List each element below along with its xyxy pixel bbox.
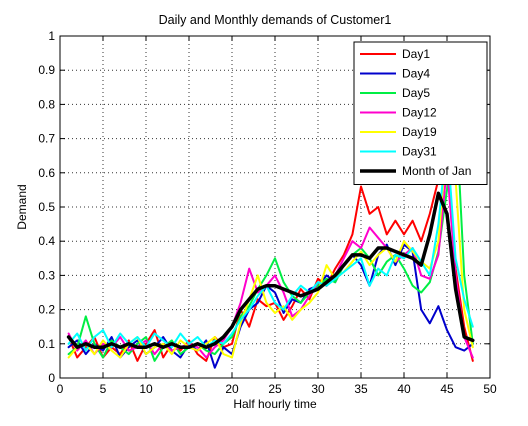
x-tick-label: 20 [225, 382, 239, 396]
y-tick-label: 0.4 [38, 234, 55, 248]
x-tick-label: 40 [397, 382, 411, 396]
y-tick-label: 0.7 [38, 132, 55, 146]
y-tick-label: 0.2 [38, 303, 55, 317]
series-lines [66, 103, 475, 369]
y-tick-label: 1 [48, 29, 55, 43]
x-tick-label: 30 [311, 382, 325, 396]
x-tick-label: 10 [139, 382, 153, 396]
x-tick-label: 50 [483, 382, 497, 396]
x-tick-label: 0 [57, 382, 64, 396]
legend-label: Month of Jan [402, 164, 471, 178]
chart-title: Daily and Monthly demands of Customer1 [159, 13, 392, 27]
y-tick-label: 0.9 [38, 63, 55, 77]
legend-label: Day12 [402, 106, 437, 120]
y-tick-label: 0.3 [38, 268, 55, 282]
legend-label: Day31 [402, 145, 437, 159]
x-tick-label: 15 [182, 382, 196, 396]
series-line-day1 [67, 137, 474, 362]
legend-label: Day1 [402, 47, 430, 61]
y-tick-label: 0.6 [38, 166, 55, 180]
axis-ticks: 0 5 10 15 20 25 30 35 40 45 50 0 0.1 0.2 0.3 0.4 0.5 0.6 0… [38, 29, 497, 396]
x-tick-label: 45 [440, 382, 454, 396]
legend-label: Day5 [402, 86, 430, 100]
x-tick-label: 5 [100, 382, 107, 396]
y-tick-label: 0.8 [38, 97, 55, 111]
x-axis-label: Half hourly time [233, 397, 317, 411]
legend-label: Day4 [402, 67, 430, 81]
legend: Day1 Day4 Day5 Day12 Day19 Day31 Month of Jan [353, 41, 488, 185]
legend-label: Day19 [402, 125, 437, 139]
series-line-month-of-jan [66, 191, 475, 349]
y-tick-label: 0.5 [38, 200, 55, 214]
x-tick-label: 35 [354, 382, 368, 396]
x-tick-label: 25 [268, 382, 282, 396]
y-tick-label: 0.1 [38, 337, 55, 351]
series-line-day4 [67, 243, 474, 369]
y-tick-label: 0 [48, 371, 55, 385]
y-axis-label: Demand [15, 184, 29, 229]
